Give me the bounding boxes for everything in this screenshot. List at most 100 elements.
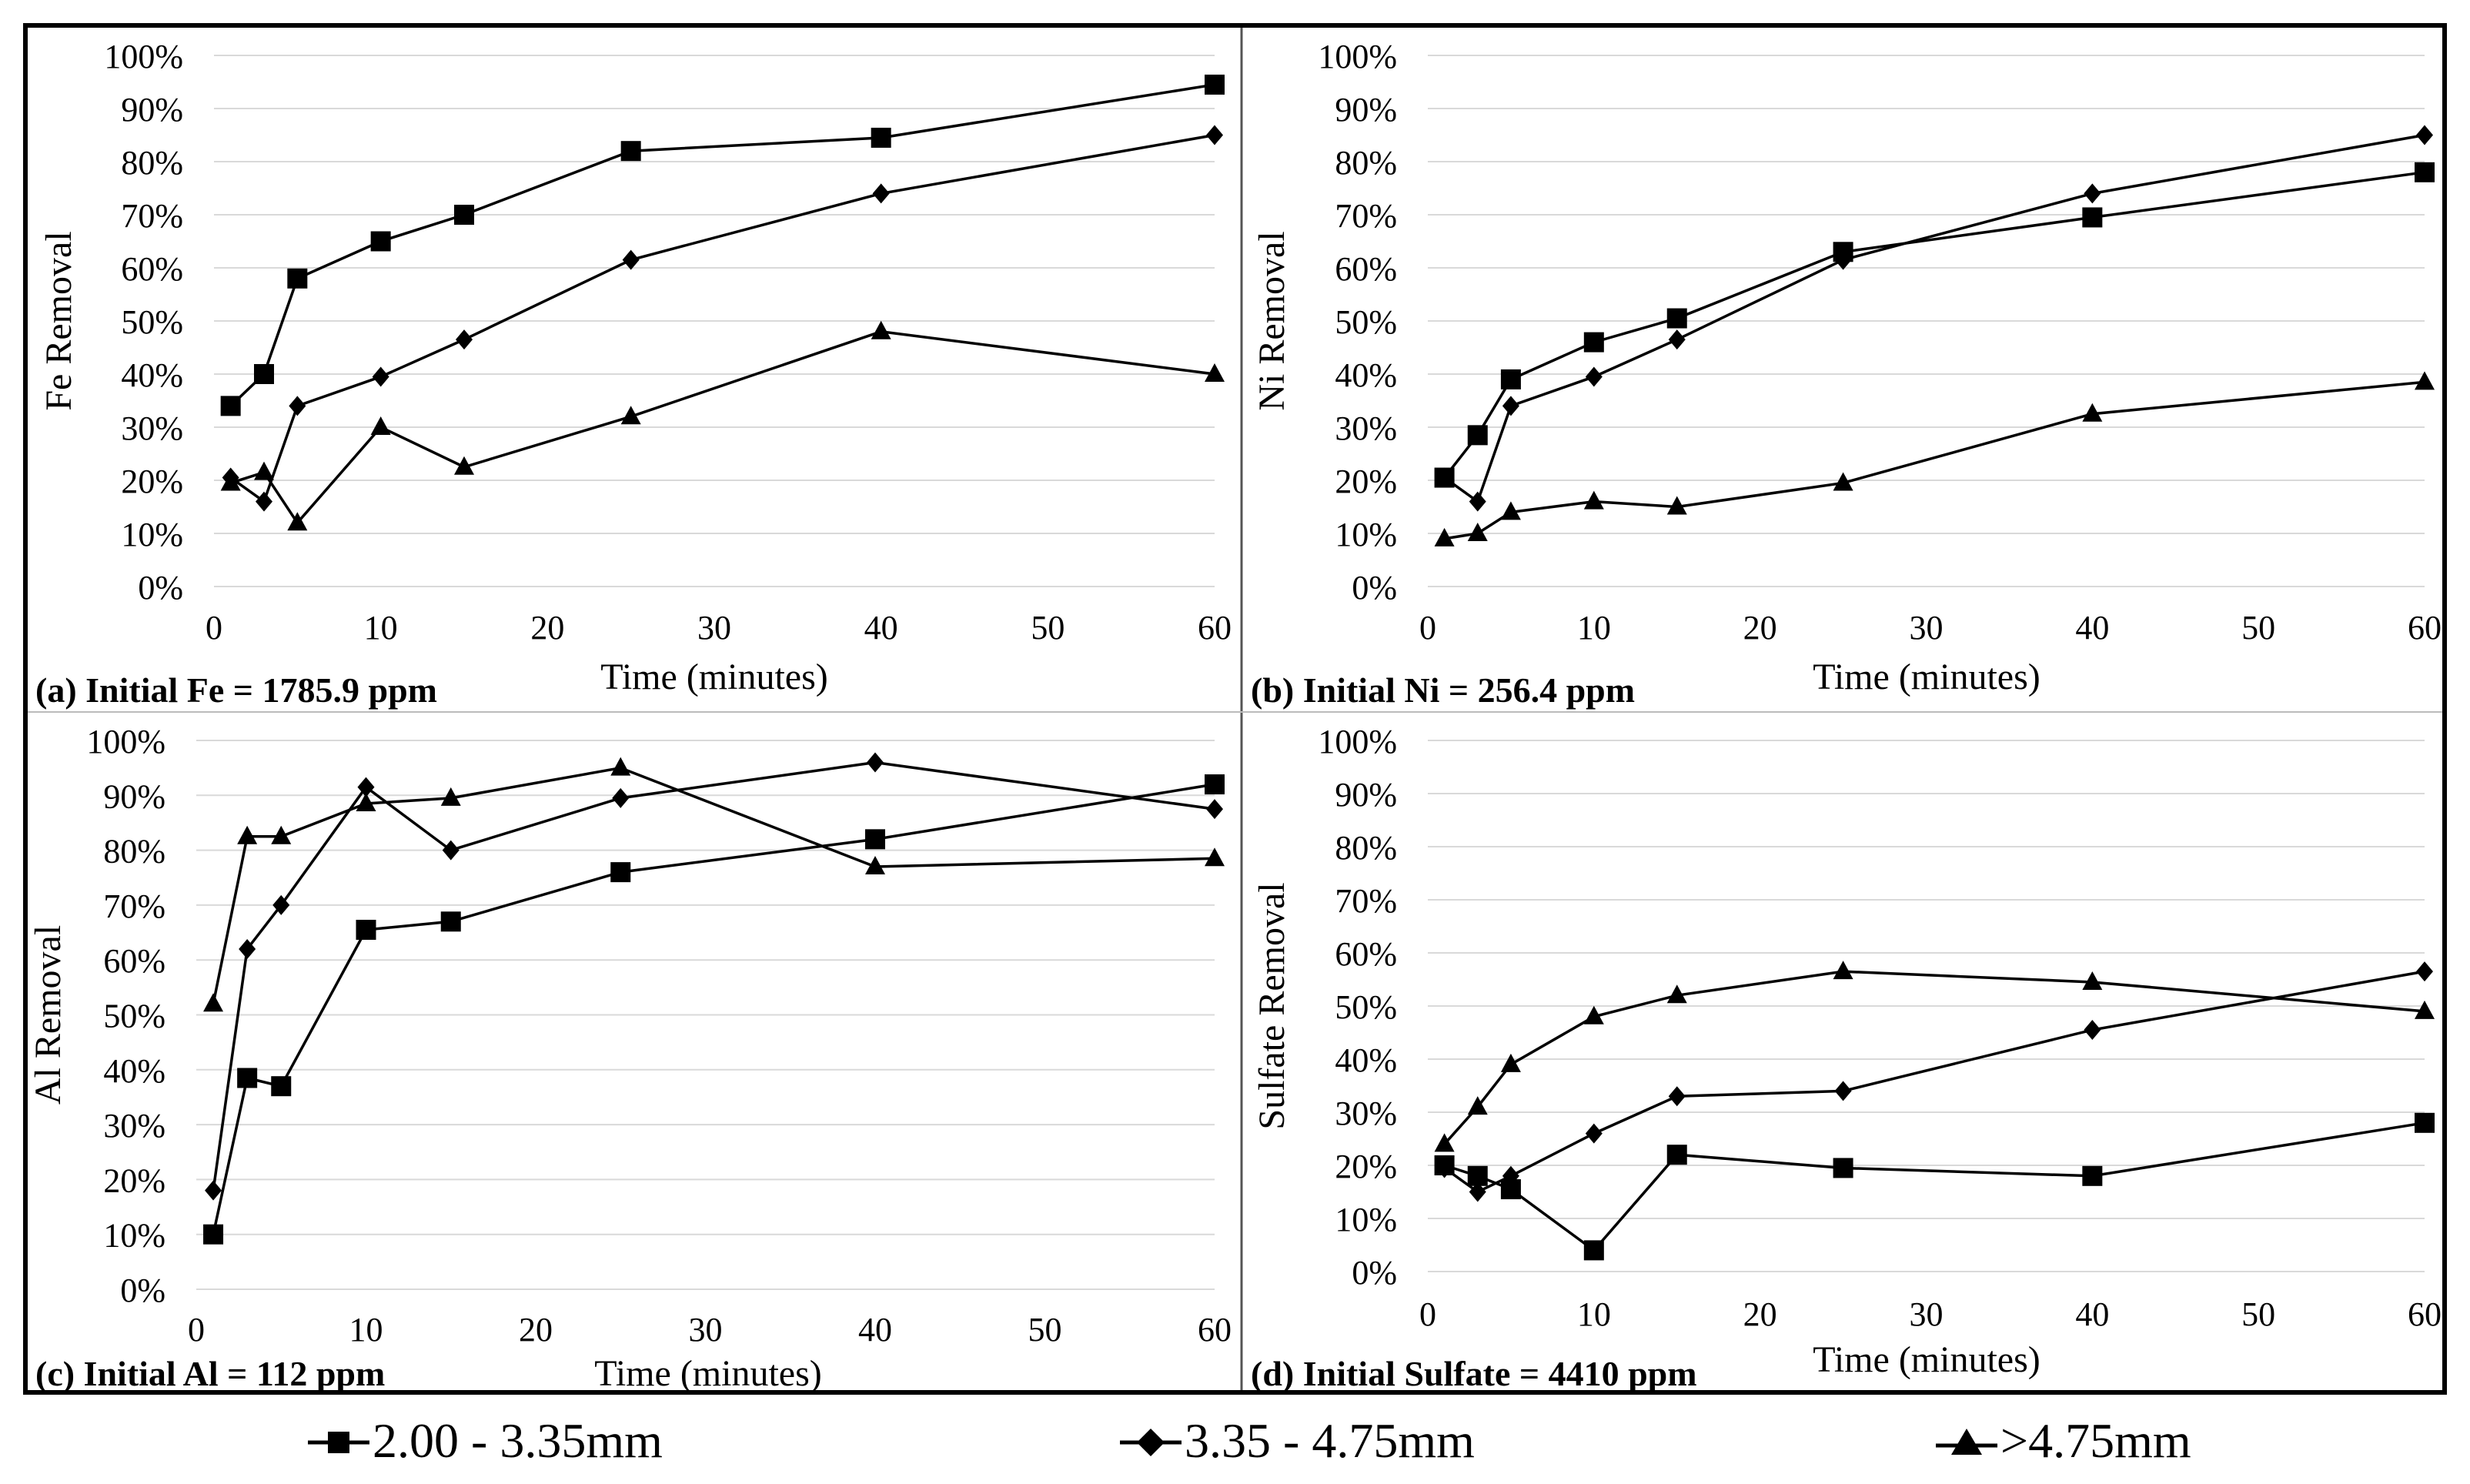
y-tick-label: 30% (103, 1107, 165, 1145)
square-marker-point (203, 1224, 224, 1245)
diamond-marker-point (1469, 491, 1486, 512)
y-tick-label: 40% (121, 356, 183, 394)
triangle-marker-point (1205, 847, 1225, 867)
x-tick-label: 50 (2241, 1295, 2275, 1333)
diamond-marker-point (2416, 961, 2433, 982)
diamond-marker-point (1668, 1086, 1686, 1107)
series-diamond (1436, 125, 2433, 512)
triangle-marker-point (254, 461, 274, 480)
diamond-marker-point (2416, 125, 2433, 145)
square-marker-point (1467, 425, 1488, 446)
square-marker-point (440, 911, 461, 932)
y-tick-label: 0% (1352, 1254, 1397, 1292)
diamond-marker-point (372, 366, 389, 387)
y-tick-label: 90% (1335, 91, 1397, 129)
triangle-marker-point (1666, 984, 1687, 1004)
triangle-marker-point (1467, 523, 1488, 541)
square-marker-point (2415, 162, 2435, 182)
y-tick-label: 90% (1335, 776, 1397, 814)
square-marker-point (1500, 369, 1521, 389)
y-tick-label: 20% (1335, 463, 1397, 500)
x-tick-label: 60 (2408, 1295, 2442, 1333)
diamond-marker-point (1436, 467, 1453, 488)
legend-item-square: 2.00 - 3.35mm (308, 1402, 663, 1479)
diamond-marker-point (272, 894, 290, 915)
x-tick-label: 10 (349, 1311, 383, 1349)
triangle-marker-point (1666, 496, 1687, 515)
y-tick-label: 0% (138, 569, 183, 607)
series-triangle (203, 757, 1225, 1012)
triangle-marker-point (871, 320, 891, 339)
x-tick-label: 30 (1910, 1295, 1944, 1333)
x-tick-label: 20 (1743, 1295, 1777, 1333)
x-axis-label: Time (minutes) (1813, 657, 2041, 697)
y-axis-label: Ni Removal (1252, 231, 1292, 410)
y-tick-label: 20% (121, 463, 183, 500)
series-line (1443, 970, 2425, 1145)
series-diamond (205, 752, 1223, 1201)
diamond-marker-point (1585, 366, 1603, 387)
square-marker-point (356, 919, 376, 940)
square-marker-point (1583, 1240, 1604, 1261)
diamond-marker-point (357, 777, 375, 797)
triangle-marker-point (271, 825, 292, 844)
diamond-marker-point (867, 752, 884, 773)
y-tick-label: 10% (103, 1217, 165, 1255)
triangle-marker-point (237, 825, 258, 844)
y-tick-label: 40% (103, 1052, 165, 1090)
series-line (229, 133, 1215, 504)
y-tick-label: 70% (1335, 197, 1397, 235)
square-marker-point (254, 364, 274, 384)
y-tick-label: 80% (103, 833, 165, 871)
y-tick-label: 70% (121, 197, 183, 235)
square-marker-point (865, 829, 885, 850)
x-axis-label: Time (minutes) (1813, 1339, 2041, 1380)
x-tick-label: 40 (2075, 1295, 2109, 1333)
y-tick-label: 50% (121, 303, 183, 341)
series-line (212, 783, 1215, 1235)
x-tick-label: 50 (1028, 1311, 1062, 1349)
y-tick-label: 0% (120, 1272, 165, 1309)
y-axis-label: Al Removal (28, 925, 69, 1105)
triangle-marker-point (203, 993, 224, 1012)
chart-panel-b: 0% 10% 20% 30% 40% 50% 60% 70% 80% 90% 100% 0 10 20 30… (1251, 38, 2442, 710)
y-tick-label: 90% (121, 91, 183, 129)
series-line (1443, 970, 2425, 1194)
panel-caption: (d) Initial Sulfate = 4410 ppm (1251, 1354, 1697, 1393)
x-tick-label: 50 (1031, 609, 1065, 647)
triangle-marker-point (1500, 501, 1521, 520)
diamond-marker-point (442, 840, 460, 861)
diamond-marker-point (1834, 249, 1852, 270)
x-tick-label: 10 (1577, 609, 1611, 647)
triangle-marker-point (620, 406, 641, 425)
diamond-marker-point (256, 491, 272, 512)
square-marker-point (271, 1076, 292, 1097)
triangle-marker-point (356, 792, 376, 811)
square-marker-point (287, 268, 308, 289)
y-tick-label: 30% (121, 409, 183, 447)
diamond-marker-point (1469, 1182, 1486, 1202)
legend: 2.00 - 3.35mm 3.35 - 4.75mm >4.75mm (0, 1402, 2470, 1479)
diamond-marker-icon (1120, 1429, 1182, 1456)
series-line (230, 330, 1215, 526)
chart-panel-c: 0% 10% 20% 30% 40% 50% 60% 70% 80% 90% 100% 0 10 20 30… (28, 723, 1232, 1394)
square-marker-point (2415, 1112, 2435, 1133)
panel-caption: (a) Initial Fe = 1785.9 ppm (35, 670, 437, 710)
series-line (212, 760, 1215, 1191)
square-marker-point (871, 127, 891, 148)
triangle-marker-point (2082, 971, 2103, 990)
x-tick-label: 0 (1419, 609, 1436, 647)
triangle-marker-point (370, 416, 391, 435)
panel-caption: (c) Initial Al = 112 ppm (35, 1354, 385, 1393)
legend-item-diamond: 3.35 - 4.75mm (1120, 1402, 1475, 1479)
square-marker-point (370, 231, 391, 252)
y-tick-label: 20% (103, 1161, 165, 1199)
square-marker-point (1205, 774, 1225, 795)
triangle-marker-point (440, 787, 461, 806)
x-tick-label: 40 (858, 1311, 892, 1349)
square-marker-point (2082, 1165, 2103, 1186)
diamond-marker-point (239, 938, 256, 959)
square-marker-point (454, 205, 474, 225)
diamond-marker-point (1502, 1165, 1519, 1186)
diamond-marker-point (1206, 125, 1223, 145)
